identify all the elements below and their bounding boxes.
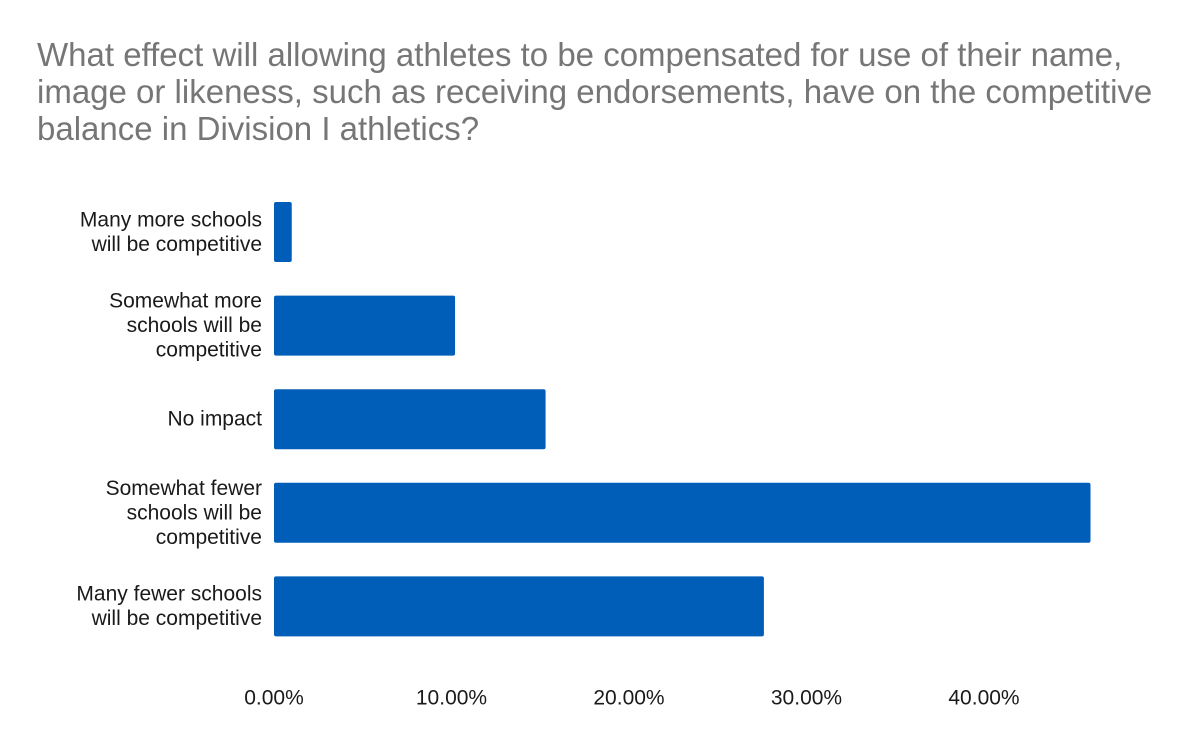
bar-group xyxy=(274,202,1091,637)
category-label-line: Many more schools xyxy=(80,208,262,231)
category-label-line: Somewhat more xyxy=(109,290,262,313)
chart-title: What effect will allowing athletes to be… xyxy=(37,36,1153,147)
category-label: Somewhat more schools will be competitive xyxy=(109,290,262,362)
x-tick-label: 0.00% xyxy=(244,687,304,710)
category-label: Somewhat fewer schools will be competitive xyxy=(106,477,262,549)
x-tick-label: 10.00% xyxy=(416,687,487,710)
bar xyxy=(274,482,1091,543)
category-label-line: will be competitive xyxy=(91,607,262,630)
x-tick-label: 30.00% xyxy=(771,687,842,710)
category-label-line: competitive xyxy=(156,526,262,549)
bar xyxy=(274,389,546,450)
bar xyxy=(274,576,764,637)
category-label-line: schools will be xyxy=(127,314,262,337)
category-label-line: will be competitive xyxy=(91,233,262,256)
category-label: Many more schools will be competitive xyxy=(80,208,262,256)
category-label-line: competitive xyxy=(156,339,262,362)
bar xyxy=(274,295,456,356)
category-labels: Many more schools will be competitiveSome… xyxy=(76,208,262,630)
category-label-line: No impact xyxy=(167,408,262,431)
bar xyxy=(274,202,292,262)
category-label-line: schools will be xyxy=(127,501,262,524)
category-label-line: Somewhat fewer xyxy=(106,477,262,500)
category-label: Many fewer schools will be competitive xyxy=(76,583,262,631)
x-axis-tick-labels: 0.00% 10.00% 20.00% 30.00% 40.00% xyxy=(244,687,1019,710)
category-label: No impact xyxy=(167,408,262,431)
category-label-line: Many fewer schools xyxy=(76,583,262,606)
x-tick-label: 40.00% xyxy=(948,687,1019,710)
x-tick-label: 20.00% xyxy=(593,687,664,710)
